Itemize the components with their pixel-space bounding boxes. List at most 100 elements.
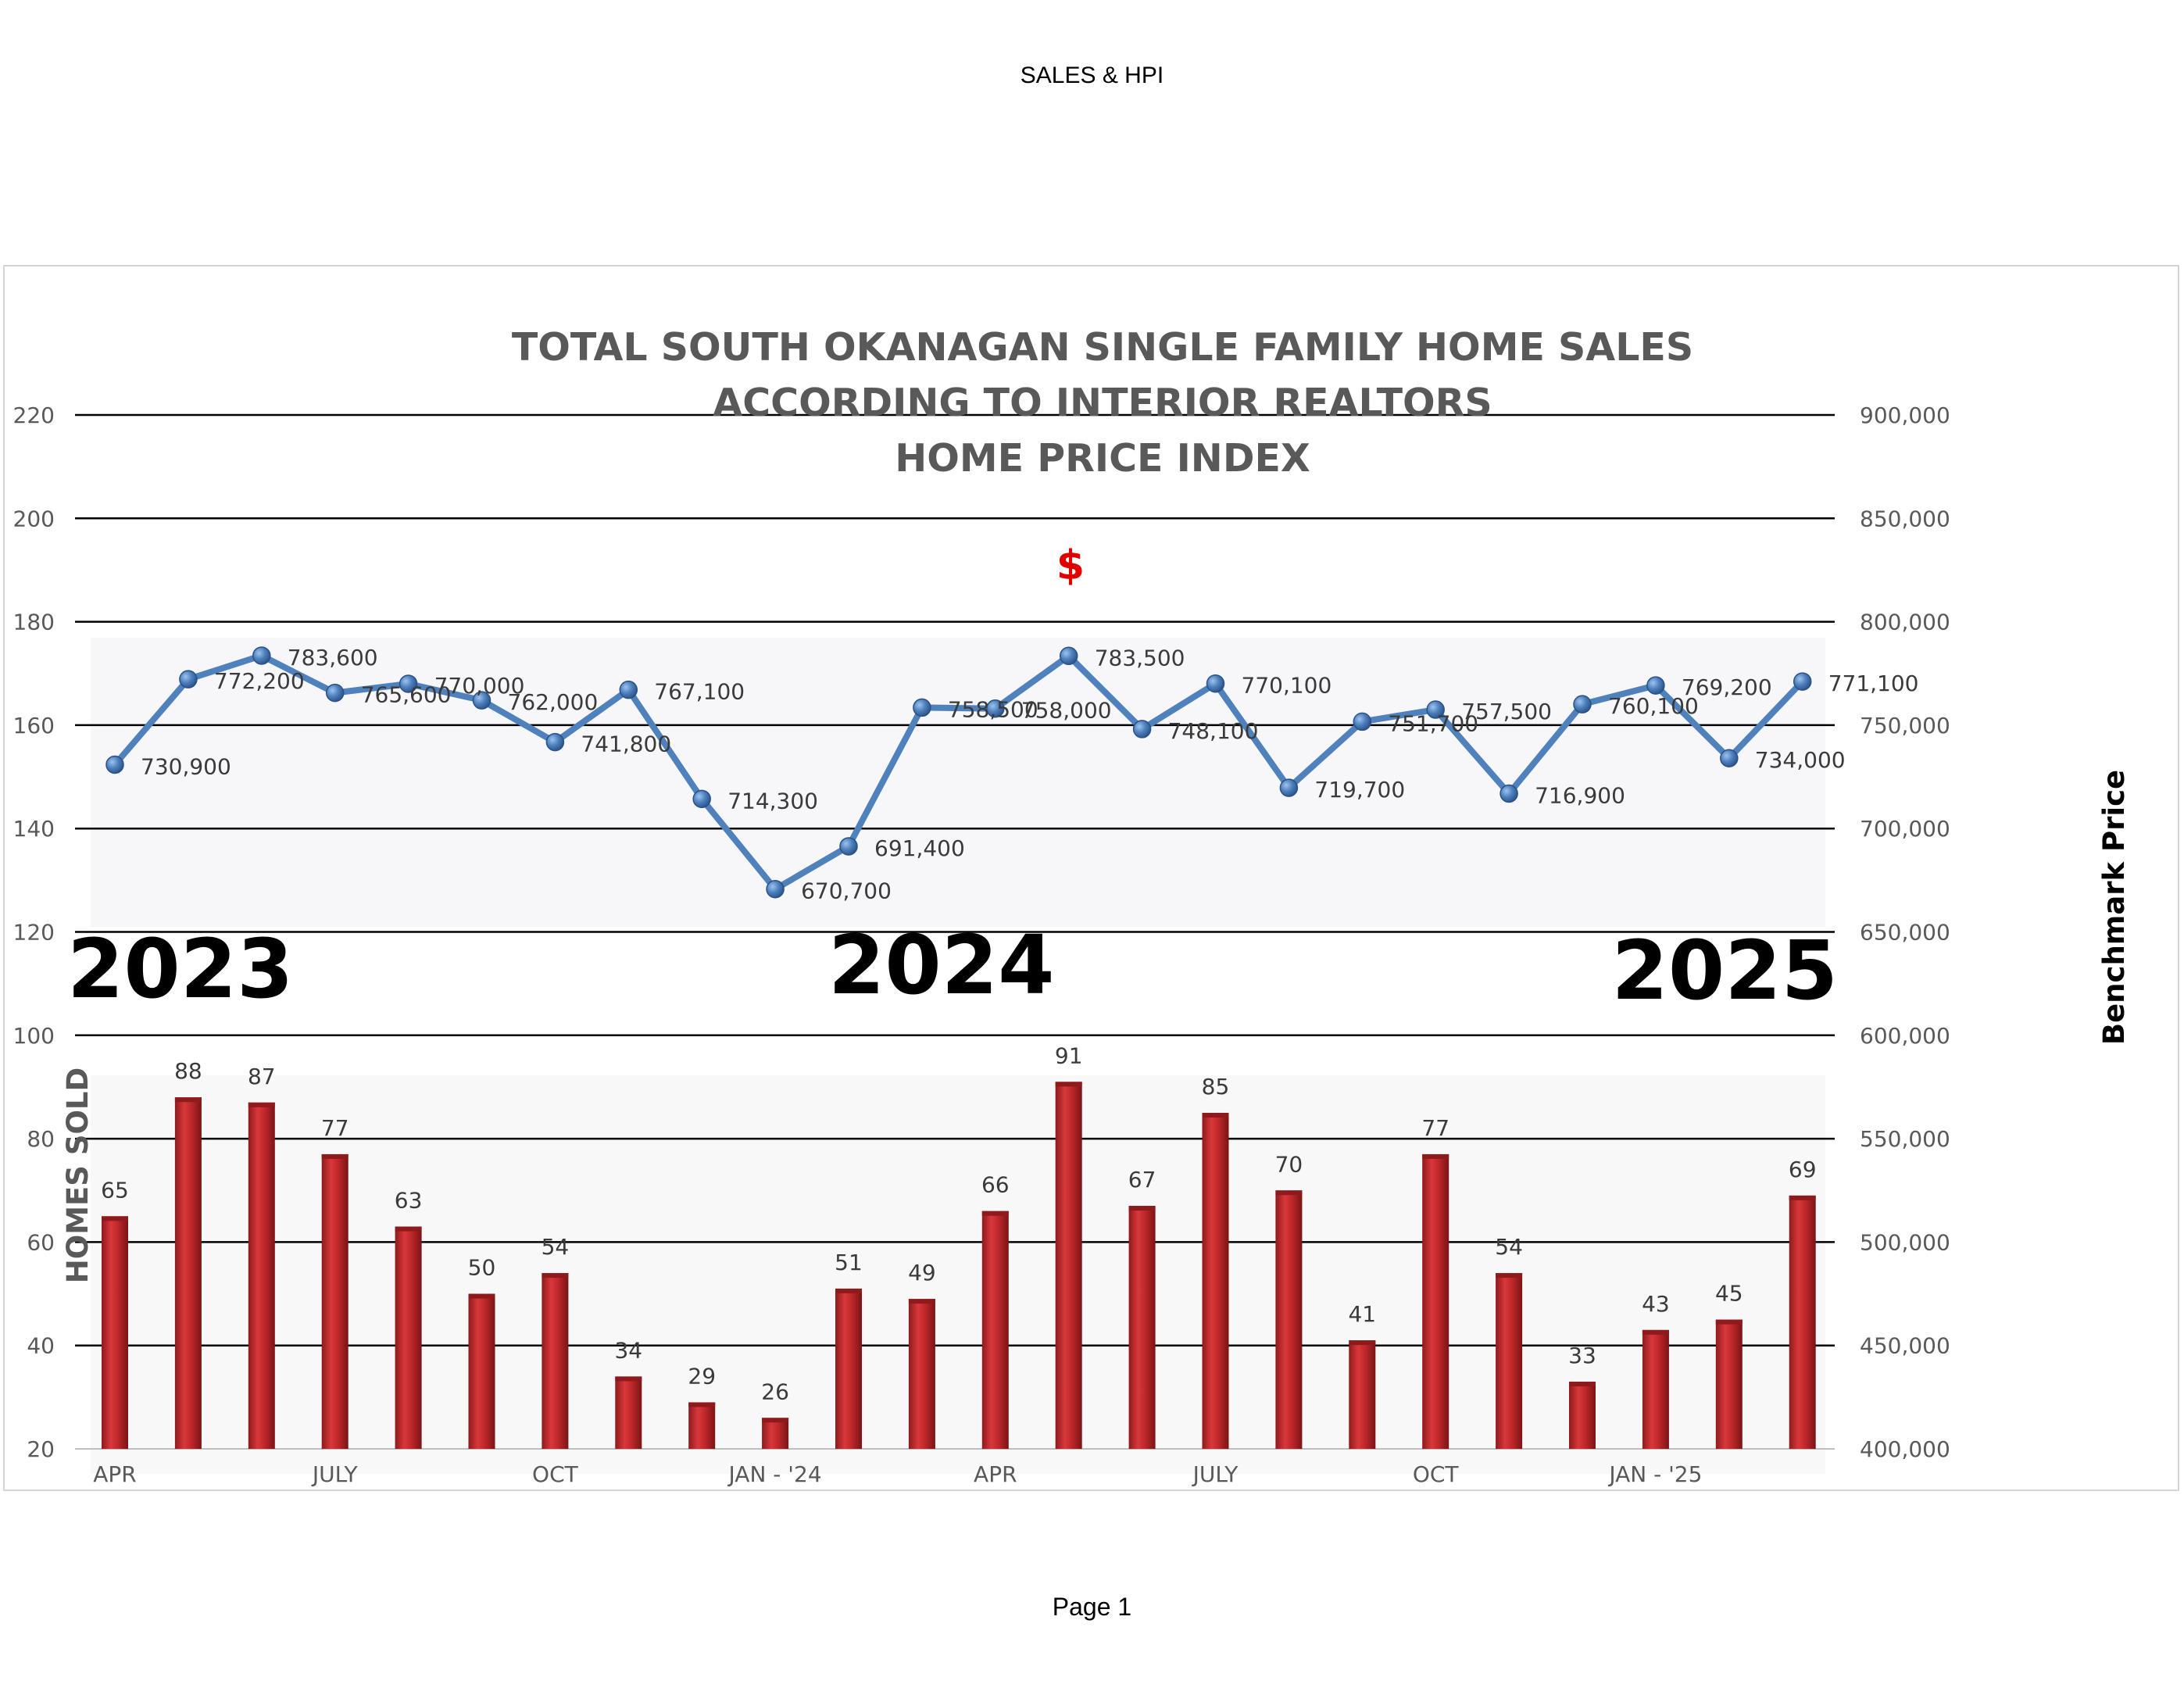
x-tick-label: JAN - '24 bbox=[727, 1461, 822, 1487]
bar-cap bbox=[542, 1273, 569, 1279]
bar-cap bbox=[1642, 1329, 1669, 1335]
bar bbox=[1349, 1340, 1376, 1449]
bar-cap bbox=[688, 1402, 716, 1407]
bar-value-label: 49 bbox=[908, 1260, 936, 1286]
bar bbox=[174, 1097, 202, 1449]
price-point bbox=[1573, 695, 1592, 713]
right-tick-label: 450,000 bbox=[1860, 1333, 1950, 1359]
bar-value-label: 70 bbox=[1275, 1151, 1303, 1177]
bar bbox=[1715, 1319, 1743, 1449]
chart-frame: 20 40 60 80 100 120 140 160 180 200 220 400,000 450… bbox=[3, 265, 2179, 1491]
bar-value-label: 43 bbox=[1642, 1291, 1670, 1317]
price-point bbox=[1499, 784, 1518, 803]
bar-cap bbox=[981, 1211, 1009, 1216]
bar-value-label: 63 bbox=[395, 1188, 423, 1214]
left-tick-label: 80 bbox=[27, 1126, 55, 1152]
bar-cap bbox=[762, 1418, 789, 1423]
price-value-label: 762,000 bbox=[508, 689, 599, 715]
year-label-2025: 2025 bbox=[1612, 923, 1838, 1018]
price-point bbox=[619, 680, 638, 699]
bar bbox=[395, 1226, 422, 1449]
bar-cap bbox=[395, 1226, 422, 1232]
price-value-label: 769,200 bbox=[1682, 674, 1772, 700]
price-point bbox=[986, 699, 1005, 718]
bar bbox=[1496, 1273, 1523, 1449]
left-tick-label: 220 bbox=[13, 402, 55, 428]
bar-value-label: 77 bbox=[321, 1115, 349, 1141]
bar-cap bbox=[615, 1376, 642, 1382]
price-point bbox=[105, 755, 124, 774]
bar-value-label: 45 bbox=[1715, 1281, 1743, 1307]
bar-cap bbox=[174, 1097, 202, 1103]
left-tick-label: 40 bbox=[27, 1333, 55, 1359]
bar-value-label: 54 bbox=[542, 1234, 570, 1260]
x-tick-label: JULY bbox=[1192, 1461, 1239, 1487]
x-axis-ticks: APR JULY OCT JAN - '24 APR JULY OCT JAN - '25 bbox=[93, 1461, 1702, 1487]
bar bbox=[1569, 1382, 1596, 1449]
price-value-label: 748,100 bbox=[1168, 718, 1259, 744]
price-value-label: 770,000 bbox=[434, 673, 525, 699]
chart-title-line-1: TOTAL SOUTH OKANAGAN SINGLE FAMILY HOME … bbox=[512, 325, 1693, 370]
bar-value-label: 54 bbox=[1495, 1234, 1523, 1260]
page-footer: Page 1 bbox=[1052, 1593, 1132, 1621]
bar bbox=[321, 1153, 349, 1449]
bar-value-label: 88 bbox=[174, 1058, 202, 1084]
bar bbox=[688, 1402, 716, 1449]
price-value-label: 734,000 bbox=[1755, 747, 1846, 773]
price-point bbox=[1206, 674, 1225, 693]
bar bbox=[1202, 1113, 1229, 1449]
price-point bbox=[1793, 672, 1812, 691]
bar bbox=[981, 1211, 1009, 1449]
price-value-label: 765,600 bbox=[361, 682, 452, 708]
price-value-label: 758,000 bbox=[1021, 698, 1112, 724]
left-axis-title: HOMES SOLD bbox=[61, 1068, 95, 1283]
bar-value-label: 85 bbox=[1202, 1074, 1230, 1100]
bar-cap bbox=[1789, 1195, 1816, 1200]
bar-value-label: 26 bbox=[761, 1379, 789, 1404]
price-value-label: 760,100 bbox=[1608, 693, 1699, 719]
bar-cap bbox=[248, 1102, 275, 1107]
bar-cap bbox=[1349, 1340, 1376, 1346]
price-value-label: 741,800 bbox=[581, 731, 671, 757]
price-point bbox=[325, 683, 345, 703]
bar-cap bbox=[908, 1299, 935, 1304]
bar-value-label: 29 bbox=[688, 1363, 716, 1389]
bar bbox=[1422, 1153, 1449, 1449]
price-value-label: 691,400 bbox=[874, 835, 965, 861]
bar-cap bbox=[1275, 1190, 1303, 1196]
price-line-series bbox=[105, 646, 1812, 899]
right-tick-label: 400,000 bbox=[1860, 1436, 1950, 1462]
x-tick-label: OCT bbox=[532, 1461, 579, 1487]
bar bbox=[468, 1293, 495, 1449]
bar bbox=[248, 1102, 275, 1449]
price-point bbox=[399, 674, 418, 693]
bar bbox=[102, 1216, 128, 1449]
x-tick-label: APR bbox=[93, 1461, 137, 1487]
year-label-2024: 2024 bbox=[828, 917, 1054, 1013]
price-point bbox=[1426, 700, 1445, 719]
bar bbox=[1642, 1329, 1669, 1449]
bar-cap bbox=[468, 1293, 495, 1299]
bar-value-label: 67 bbox=[1128, 1167, 1156, 1193]
price-point bbox=[1646, 676, 1665, 695]
year-label-2023: 2023 bbox=[67, 921, 293, 1017]
left-tick-label: 160 bbox=[13, 713, 55, 738]
left-tick-label: 180 bbox=[13, 610, 55, 635]
bar-cap bbox=[1422, 1153, 1449, 1159]
price-value-label: 770,100 bbox=[1242, 673, 1332, 699]
bar-value-label: 33 bbox=[1568, 1343, 1596, 1368]
bar-data-labels: 65 88 87 77 63 50 54 34 29 26 51 49 66 91 67 85 70 41 77 54… bbox=[101, 1042, 1816, 1404]
bar bbox=[1128, 1206, 1156, 1449]
bar-cap bbox=[1055, 1082, 1082, 1087]
price-point bbox=[1059, 646, 1078, 666]
bar-cap bbox=[1496, 1273, 1523, 1279]
right-tick-label: 650,000 bbox=[1860, 920, 1950, 946]
left-tick-label: 60 bbox=[27, 1229, 55, 1255]
price-value-label: 716,900 bbox=[1535, 782, 1625, 808]
right-tick-label: 850,000 bbox=[1860, 506, 1950, 531]
price-value-label: 772,200 bbox=[214, 668, 305, 694]
right-tick-label: 900,000 bbox=[1860, 402, 1950, 428]
left-tick-label: 20 bbox=[27, 1436, 55, 1462]
left-tick-label: 200 bbox=[13, 506, 55, 531]
